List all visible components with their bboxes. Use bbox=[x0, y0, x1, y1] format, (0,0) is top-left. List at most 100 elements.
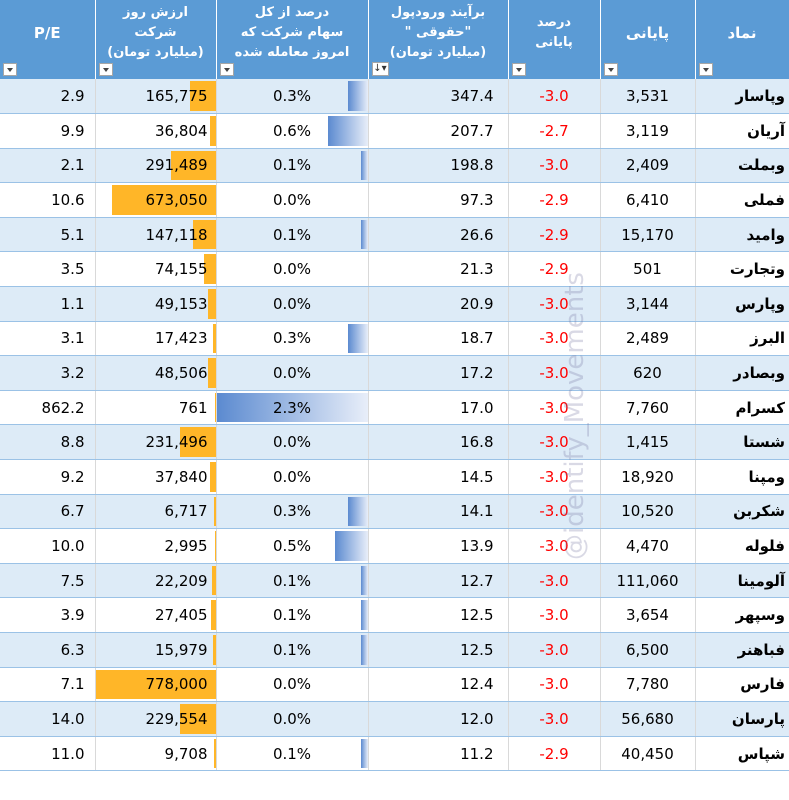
cell-pct-traded[interactable]: 0.3% bbox=[215, 494, 368, 530]
cell-change[interactable]: -3.0 bbox=[507, 563, 600, 599]
cell-change[interactable]: -3.0 bbox=[507, 286, 600, 322]
cell-change[interactable]: -3.0 bbox=[507, 528, 600, 564]
cell-market-cap[interactable]: 778,000 bbox=[94, 667, 216, 703]
cell-pct-traded[interactable]: 0.0% bbox=[215, 667, 368, 703]
cell-market-cap[interactable]: 36,804 bbox=[94, 113, 216, 149]
cell-close[interactable]: 10,520 bbox=[599, 494, 695, 530]
cell-market-cap[interactable]: 291,489 bbox=[94, 148, 216, 184]
cell-market-cap[interactable]: 673,050 bbox=[94, 182, 216, 218]
cell-symbol[interactable]: وامید bbox=[694, 217, 789, 253]
cell-market-cap[interactable]: 2,995 bbox=[94, 528, 216, 564]
cell-symbol[interactable]: آریان bbox=[694, 113, 789, 149]
cell-inflow[interactable]: 20.9 bbox=[367, 286, 508, 322]
cell-close[interactable]: 2,409 bbox=[599, 148, 695, 184]
cell-symbol[interactable]: وسپهر bbox=[694, 597, 789, 633]
cell-inflow[interactable]: 17.2 bbox=[367, 355, 508, 391]
cell-pe[interactable]: 10.0 bbox=[0, 528, 95, 564]
cell-pct-traded[interactable]: 0.1% bbox=[215, 736, 368, 772]
cell-inflow[interactable]: 14.5 bbox=[367, 459, 508, 495]
cell-change[interactable]: -3.0 bbox=[507, 424, 600, 461]
cell-symbol[interactable]: البرز bbox=[694, 321, 789, 357]
cell-symbol[interactable]: شستا bbox=[694, 424, 789, 461]
cell-pct-traded[interactable]: 0.0% bbox=[215, 182, 368, 218]
cell-pct-traded[interactable]: 0.1% bbox=[215, 597, 368, 633]
filter-dropdown-icon[interactable] bbox=[698, 63, 713, 76]
cell-symbol[interactable]: فارس bbox=[694, 667, 789, 703]
cell-close[interactable]: 1,415 bbox=[599, 424, 695, 461]
cell-inflow[interactable]: 18.7 bbox=[367, 321, 508, 357]
cell-pct-traded[interactable]: 0.0% bbox=[215, 459, 368, 495]
cell-market-cap[interactable]: 15,979 bbox=[94, 632, 216, 668]
cell-close[interactable]: 3,144 bbox=[599, 286, 695, 322]
cell-pe[interactable]: 9.9 bbox=[0, 113, 95, 149]
cell-pe[interactable]: 14.0 bbox=[0, 701, 95, 737]
cell-pct-traded[interactable]: 0.0% bbox=[215, 251, 368, 288]
cell-change[interactable]: -3.0 bbox=[507, 459, 600, 495]
cell-inflow[interactable]: 97.3 bbox=[367, 182, 508, 218]
cell-symbol[interactable]: فباهنر bbox=[694, 632, 789, 668]
cell-pct-traded[interactable]: 0.3% bbox=[215, 321, 368, 357]
filter-dropdown-icon[interactable] bbox=[603, 63, 618, 76]
cell-market-cap[interactable]: 37,840 bbox=[94, 459, 216, 495]
cell-symbol[interactable]: شپاس bbox=[694, 736, 789, 772]
cell-close[interactable]: 7,780 bbox=[599, 667, 695, 703]
cell-close[interactable]: 6,410 bbox=[599, 182, 695, 218]
cell-inflow[interactable]: 26.6 bbox=[367, 217, 508, 253]
cell-inflow[interactable]: 12.7 bbox=[367, 563, 508, 599]
cell-pe[interactable]: 7.5 bbox=[0, 563, 95, 599]
cell-market-cap[interactable]: 17,423 bbox=[94, 321, 216, 357]
cell-change[interactable]: -2.7 bbox=[507, 113, 600, 149]
cell-change[interactable]: -3.0 bbox=[507, 79, 600, 115]
cell-change[interactable]: -2.9 bbox=[507, 217, 600, 253]
cell-inflow[interactable]: 198.8 bbox=[367, 148, 508, 184]
cell-close[interactable]: 2,489 bbox=[599, 321, 695, 357]
sort-descending-icon[interactable]: ↓▾ bbox=[371, 62, 389, 76]
cell-symbol[interactable]: آلومینا bbox=[694, 563, 789, 599]
cell-pe[interactable]: 6.7 bbox=[0, 494, 95, 530]
cell-pe[interactable]: 3.5 bbox=[0, 251, 95, 288]
cell-change[interactable]: -3.0 bbox=[507, 667, 600, 703]
cell-change[interactable]: -2.9 bbox=[507, 182, 600, 218]
cell-symbol[interactable]: وپارس bbox=[694, 286, 789, 322]
cell-pe[interactable]: 3.2 bbox=[0, 355, 95, 391]
cell-pe[interactable]: 1.1 bbox=[0, 286, 95, 322]
cell-market-cap[interactable]: 27,405 bbox=[94, 597, 216, 633]
cell-inflow[interactable]: 12.5 bbox=[367, 632, 508, 668]
cell-symbol[interactable]: فملی bbox=[694, 182, 789, 218]
cell-close[interactable]: 3,531 bbox=[599, 79, 695, 115]
cell-pct-traded[interactable]: 0.1% bbox=[215, 563, 368, 599]
cell-change[interactable]: -2.9 bbox=[507, 251, 600, 288]
cell-pe[interactable]: 6.3 bbox=[0, 632, 95, 668]
cell-pe[interactable]: 5.1 bbox=[0, 217, 95, 253]
cell-change[interactable]: -3.0 bbox=[507, 597, 600, 633]
cell-symbol[interactable]: ومپنا bbox=[694, 459, 789, 495]
cell-pe[interactable]: 8.8 bbox=[0, 424, 95, 461]
cell-pe[interactable]: 2.9 bbox=[0, 79, 95, 115]
cell-pe[interactable]: 10.6 bbox=[0, 182, 95, 218]
cell-symbol[interactable]: کسرام bbox=[694, 390, 789, 426]
cell-market-cap[interactable]: 761 bbox=[94, 390, 216, 426]
cell-pct-traded[interactable]: 0.3% bbox=[215, 79, 368, 115]
cell-close[interactable]: 501 bbox=[599, 251, 695, 288]
filter-dropdown-icon[interactable] bbox=[3, 63, 17, 76]
cell-symbol[interactable]: وپاسار bbox=[694, 79, 789, 115]
cell-market-cap[interactable]: 48,506 bbox=[94, 355, 216, 391]
cell-inflow[interactable]: 17.0 bbox=[367, 390, 508, 426]
cell-pct-traded[interactable]: 0.6% bbox=[215, 113, 368, 149]
cell-pct-traded[interactable]: 0.0% bbox=[215, 286, 368, 322]
cell-inflow[interactable]: 16.8 bbox=[367, 424, 508, 461]
cell-pct-traded[interactable]: 2.3% bbox=[215, 390, 368, 426]
cell-pct-traded[interactable]: 0.1% bbox=[215, 148, 368, 184]
filter-dropdown-icon[interactable] bbox=[98, 63, 113, 76]
cell-market-cap[interactable]: 6,717 bbox=[94, 494, 216, 530]
cell-pe[interactable]: 7.1 bbox=[0, 667, 95, 703]
cell-market-cap[interactable]: 49,153 bbox=[94, 286, 216, 322]
cell-symbol[interactable]: پارسان bbox=[694, 701, 789, 737]
cell-inflow[interactable]: 12.4 bbox=[367, 667, 508, 703]
cell-market-cap[interactable]: 165,775 bbox=[94, 79, 216, 115]
filter-dropdown-icon[interactable] bbox=[511, 63, 526, 76]
cell-close[interactable]: 4,470 bbox=[599, 528, 695, 564]
cell-change[interactable]: -2.9 bbox=[507, 736, 600, 772]
cell-inflow[interactable]: 13.9 bbox=[367, 528, 508, 564]
cell-inflow[interactable]: 11.2 bbox=[367, 736, 508, 772]
